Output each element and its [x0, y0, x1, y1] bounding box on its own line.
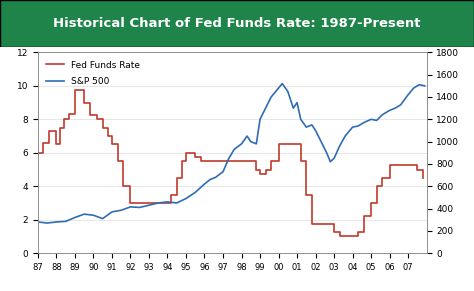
Text: Historical Chart of Fed Funds Rate: 1987-Present: Historical Chart of Fed Funds Rate: 1987… — [53, 17, 421, 30]
Legend: Fed Funds Rate, S&P 500: Fed Funds Rate, S&P 500 — [43, 57, 144, 89]
FancyBboxPatch shape — [0, 0, 474, 47]
